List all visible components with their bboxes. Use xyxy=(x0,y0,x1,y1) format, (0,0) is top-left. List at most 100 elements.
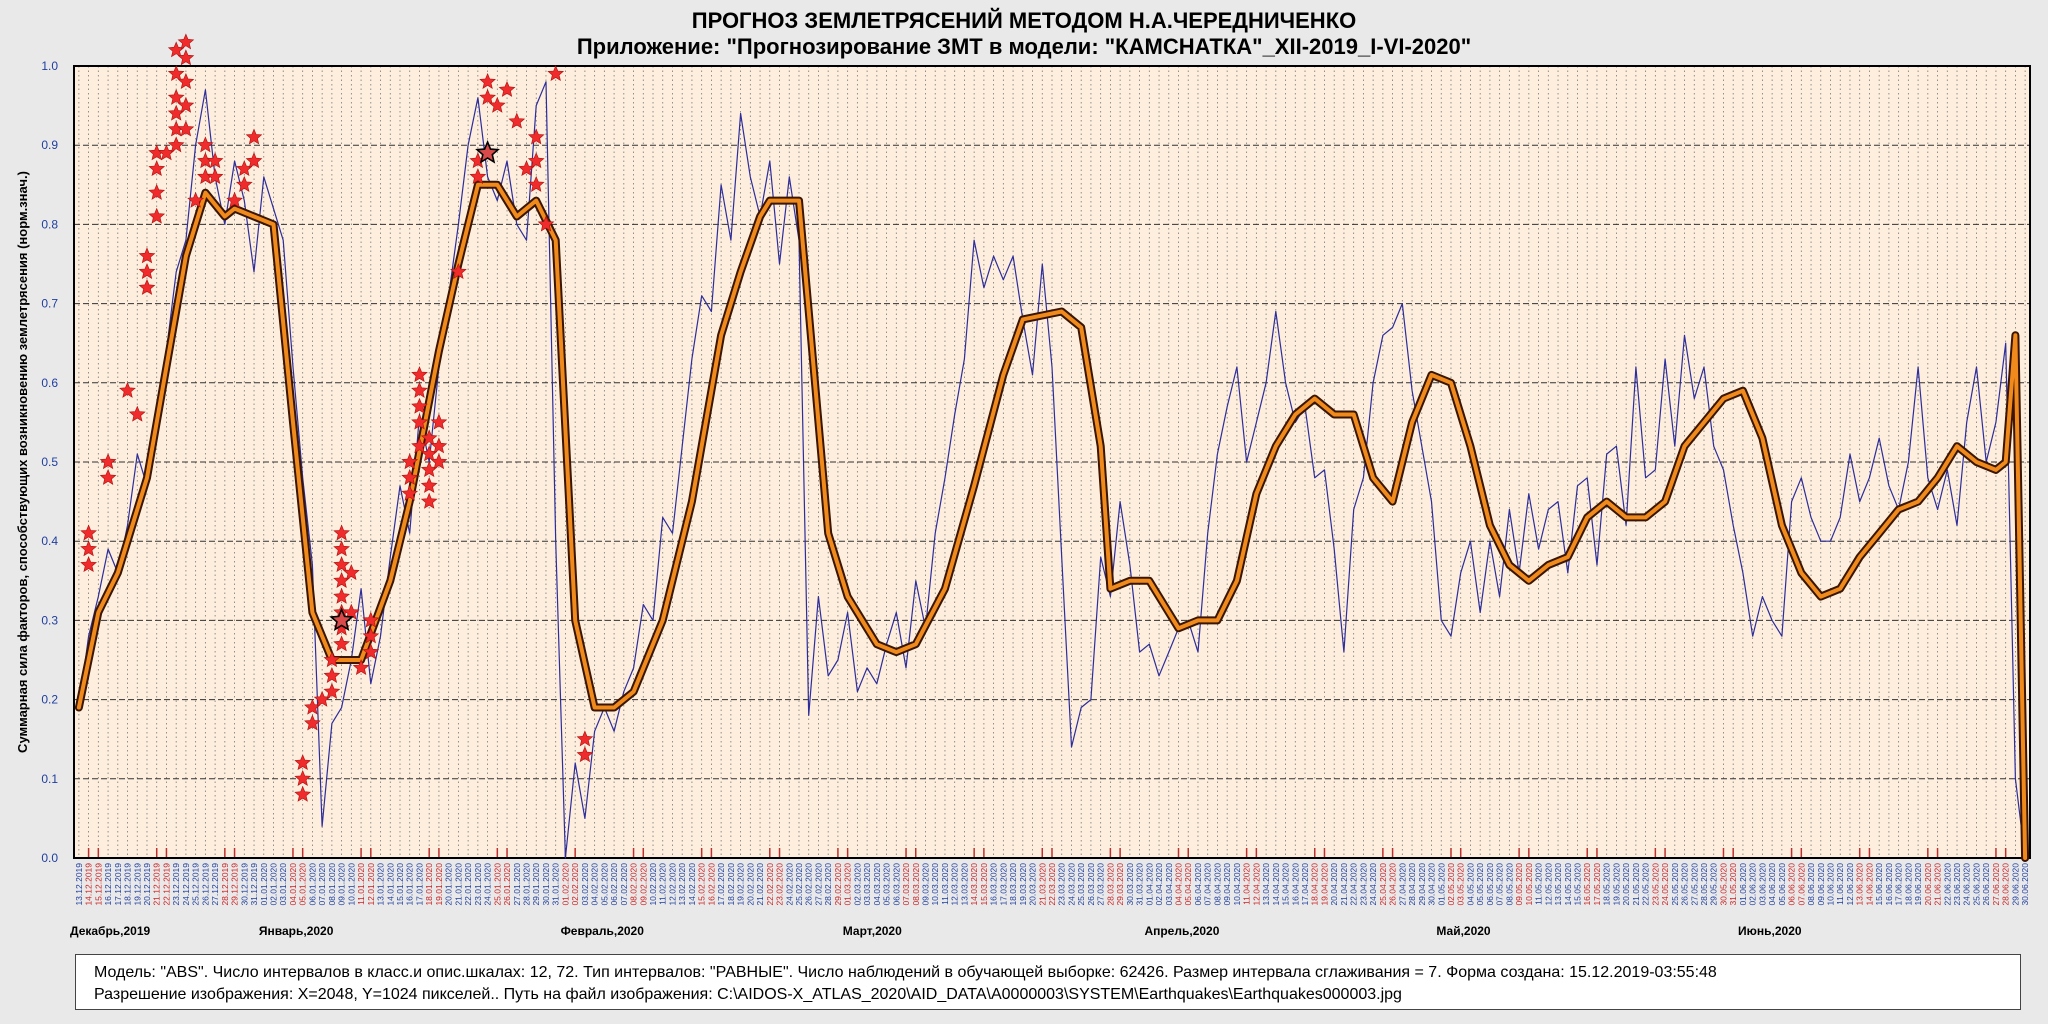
x-tick-label: 23.02.2020 xyxy=(775,863,785,906)
event-star xyxy=(294,770,312,786)
x-tick-label: 12.04.2020 xyxy=(1251,863,1261,906)
event-star xyxy=(576,746,594,763)
event-star xyxy=(401,484,419,501)
event-star xyxy=(148,160,166,177)
y-tick-label: 0.4 xyxy=(41,534,58,548)
x-tick-label: 12.03.2020 xyxy=(950,863,960,906)
x-tick-label: 11.02.2020 xyxy=(658,863,668,905)
x-tick-label: 31.03.2020 xyxy=(1135,863,1145,906)
x-tick-label: 26.01.2020 xyxy=(502,863,512,906)
x-tick-label: 10.06.2020 xyxy=(1826,863,1836,906)
x-tick-label: 05.02.2020 xyxy=(599,863,609,906)
x-tick-label: 25.12.2019 xyxy=(191,863,201,906)
event-star xyxy=(342,564,360,581)
y-tick-label: 0.2 xyxy=(41,693,58,707)
x-tick-label: 04.06.2020 xyxy=(1767,863,1777,906)
x-tick-label: 18.02.2020 xyxy=(726,863,736,906)
x-tick-label: 29.04.2020 xyxy=(1417,863,1427,906)
x-tick-label: 22.02.2020 xyxy=(765,863,775,906)
x-tick-label: 27.06.2020 xyxy=(1991,863,2001,906)
event-star xyxy=(547,65,565,82)
x-tick-label: 05.03.2020 xyxy=(882,863,892,906)
x-tick-label: 14.05.2020 xyxy=(1563,863,1573,906)
x-tick-label: 04.01.2020 xyxy=(288,863,298,906)
x-tick-label: 06.03.2020 xyxy=(891,863,901,906)
x-tick-label: 09.01.2020 xyxy=(337,863,347,906)
x-tick-label: 02.06.2020 xyxy=(1748,863,1758,906)
event-star xyxy=(294,785,312,802)
x-tick-label: 19.02.2020 xyxy=(736,863,746,906)
x-tick-label: 28.04.2020 xyxy=(1407,863,1417,906)
chart-subtitle: Приложение: "Прогнозирование ЗМТ в модел… xyxy=(576,34,1472,59)
x-tick-label: 24.04.2020 xyxy=(1368,863,1378,906)
x-tick-label: 28.05.2020 xyxy=(1699,863,1709,906)
y-tick-label: 1.0 xyxy=(41,59,58,73)
month-label: Декабрь,2019 xyxy=(70,924,151,938)
event-star xyxy=(333,540,350,557)
x-tick-label: 17.02.2020 xyxy=(716,863,726,906)
x-tick-label: 17.01.2020 xyxy=(415,863,425,906)
info-line-resolution: Разрешение изображения: X=2048, Y=1024 п… xyxy=(94,986,1402,1003)
x-tick-label: 10.02.2020 xyxy=(648,863,658,906)
month-label: Февраль,2020 xyxy=(561,924,645,938)
event-star xyxy=(527,128,545,145)
x-tick-label: 26.12.2019 xyxy=(200,863,210,906)
x-tick-label: 21.04.2020 xyxy=(1339,863,1349,906)
x-tick-label: 05.01.2020 xyxy=(298,863,308,906)
x-tick-label: 19.12.2019 xyxy=(132,863,142,906)
x-tick-label: 16.01.2020 xyxy=(405,863,415,906)
raw-series xyxy=(78,81,2026,859)
x-tick-label: 02.04.2020 xyxy=(1154,863,1164,906)
x-tick-label: 06.05.2020 xyxy=(1485,863,1495,906)
x-tick-label: 15.01.2020 xyxy=(395,863,405,906)
x-tick-label: 29.05.2020 xyxy=(1709,863,1719,906)
x-tick-label: 07.04.2020 xyxy=(1203,863,1213,906)
x-tick-label: 11.06.2020 xyxy=(1835,863,1845,905)
x-tick-label: 23.05.2020 xyxy=(1650,863,1660,906)
x-tick-label: 17.04.2020 xyxy=(1300,863,1310,906)
x-tick-label: 12.01.2020 xyxy=(366,863,376,906)
x-tick-label: 08.04.2020 xyxy=(1212,863,1222,906)
x-tick-label: 20.03.2020 xyxy=(1028,863,1038,906)
x-tick-label: 11.01.2020 xyxy=(356,863,366,905)
x-tick-label: 24.02.2020 xyxy=(784,863,794,906)
x-tick-label: 09.06.2020 xyxy=(1816,863,1826,906)
x-tick-label: 13.02.2020 xyxy=(677,863,687,906)
x-tick-label: 14.04.2020 xyxy=(1271,863,1281,906)
event-star xyxy=(479,73,496,89)
x-tick-label: 07.03.2020 xyxy=(901,863,911,906)
x-tick-label: 24.05.2020 xyxy=(1660,863,1670,906)
event-star xyxy=(362,627,380,644)
x-tick-label: 24.03.2020 xyxy=(1067,863,1077,906)
event-star xyxy=(450,263,467,280)
event-star xyxy=(420,477,438,493)
x-tick-label: 24.12.2019 xyxy=(181,863,191,906)
x-tick-label: 20.04.2020 xyxy=(1329,863,1339,906)
x-tick-label: 22.03.2020 xyxy=(1047,863,1057,906)
x-tick-label: 06.02.2020 xyxy=(609,863,619,906)
forecast-chart: 0.0 0.1 0.2 0.3 0.4 0.5 0.6 0.7 0.8 0.9 1.0 Суммар… xyxy=(15,33,2031,938)
x-tick-label: 26.04.2020 xyxy=(1388,863,1398,906)
x-tick-label: 13.12.2019 xyxy=(74,863,84,906)
x-tick-label: 16.06.2020 xyxy=(1884,863,1894,906)
x-tick-label: 18.01.2020 xyxy=(424,863,434,906)
x-tick-label: 16.05.2020 xyxy=(1582,863,1592,906)
event-star xyxy=(352,659,370,676)
x-tick-label: 01.04.2020 xyxy=(1144,863,1154,906)
event-star xyxy=(304,714,321,731)
month-label: Апрель,2020 xyxy=(1144,924,1219,938)
month-labels: Декабрь,2019 Январь,2020 Февраль,2020 Март,… xyxy=(70,924,1802,938)
x-tick-label: 02.02.2020 xyxy=(570,863,580,906)
event-star xyxy=(226,191,243,208)
x-tick-label: 21.06.2020 xyxy=(1933,863,1943,906)
x-tick-label: 25.01.2020 xyxy=(492,863,502,906)
x-tick-label: 28.02.2020 xyxy=(823,863,833,906)
x-tick-label: 15.06.2020 xyxy=(1874,863,1884,906)
event-star xyxy=(333,587,350,604)
y-tick-label: 0.5 xyxy=(41,455,58,469)
x-tick-label: 19.03.2020 xyxy=(1018,863,1028,906)
x-tick-label: 02.05.2020 xyxy=(1446,863,1456,906)
x-tick-label: 13.05.2020 xyxy=(1553,863,1563,906)
x-tick-label: 31.01.2020 xyxy=(551,863,561,906)
x-tick-label: 17.06.2020 xyxy=(1894,863,1904,906)
